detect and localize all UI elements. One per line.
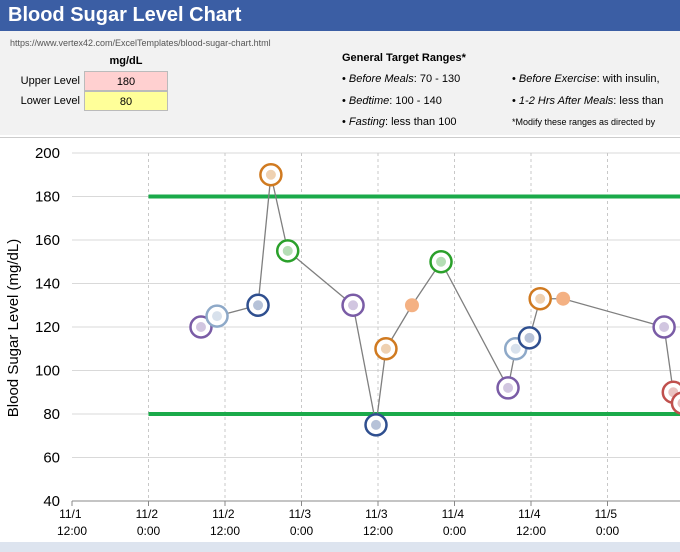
y-tick-label: 60 [43,450,60,467]
row-label: Upper Level [20,75,80,87]
y-tick-label: 80 [43,406,60,423]
upper-value[interactable]: 180 [84,71,168,91]
point [528,286,552,311]
ranges-title: General Target Ranges* [342,52,466,64]
range-text: : less than [613,95,664,107]
point [556,291,571,306]
y-tick-label: 120 [35,319,60,336]
point-icon [503,382,514,393]
point [374,337,398,361]
point [517,326,542,350]
range-label: Fasting [348,116,385,128]
point [189,315,213,339]
x-tick-label: 11/5 0:00 [595,507,621,538]
range-item: • Fasting: less than 100 [342,116,457,128]
x-tick-label: 11/1 12:00 [57,507,87,538]
point-icon [282,245,293,256]
url: https://www.vertex42.com/ExcelTemplates/… [10,38,271,48]
range-label: Bedtime [348,95,390,107]
unit-header: mg/dL [109,55,143,67]
range-text: : 70 - 130 [413,73,461,85]
point [364,413,388,437]
point-icon [265,169,276,180]
y-tick-label: 160 [35,232,60,249]
point [205,304,229,328]
range-text: : less than 100 [385,116,457,128]
point-icon [195,322,206,332]
grid [72,152,680,502]
range-item: • Before Exercise: with insulin, [512,73,660,85]
x-tick-label: 11/4 12:00 [516,507,546,538]
lower-value[interactable]: 80 [84,91,168,111]
point [275,239,300,263]
point-icon [677,398,680,408]
range-text: : with insulin, [596,73,660,85]
range-note: *Modify these ranges as directed by [512,117,656,127]
point-icon [371,419,382,430]
row-label: Lower Level [20,95,80,107]
point [496,376,520,400]
point-icon [380,343,391,354]
x-tick-label: 11/2 12:00 [210,507,240,538]
x-tick-label: 11/3 12:00 [363,507,393,538]
y-tick-label: 100 [35,363,60,380]
point [652,315,676,339]
range-label: Before Meals [348,73,414,85]
log-header-band [0,542,680,552]
point [259,163,283,187]
y-tick-label: 40 [43,493,60,510]
x-tick-label: 11/3 0:00 [289,507,315,538]
chart: Blood Sugar Level (mg/dL) 40 60 80 100 120 14… [0,137,680,538]
point-icon [659,322,670,332]
point-icon [510,343,521,354]
series-line [200,174,680,425]
range-item: • 1-2 Hrs After Meals: less than [512,95,664,107]
x-tick-label: 11/2 0:00 [136,507,162,538]
point-icon [212,311,223,322]
point [670,391,680,415]
range-text: : 100 - 140 [389,95,442,107]
range-label: Before Exercise [518,73,597,85]
point-icon [253,300,264,311]
range-label: 1-2 Hrs After Meals [518,95,614,107]
point [341,293,365,317]
y-axis-label: Blood Sugar Level (mg/dL) [5,239,22,417]
range-item: • Bedtime: 100 - 140 [342,95,442,107]
point-icon [524,332,535,343]
y-tick-label: 180 [35,189,60,206]
range-item: • Before Meals: 70 - 130 [342,73,461,85]
point-icon [535,293,546,304]
point [404,298,419,313]
point [246,293,270,317]
y-tick-label: 200 [35,145,60,162]
x-tick-label: 11/4 0:00 [442,507,468,538]
point-icon [436,256,447,267]
page-title: Blood Sugar Level Chart [0,0,680,31]
point [429,250,453,274]
point-icon [348,300,359,311]
y-tick-label: 140 [35,276,60,293]
